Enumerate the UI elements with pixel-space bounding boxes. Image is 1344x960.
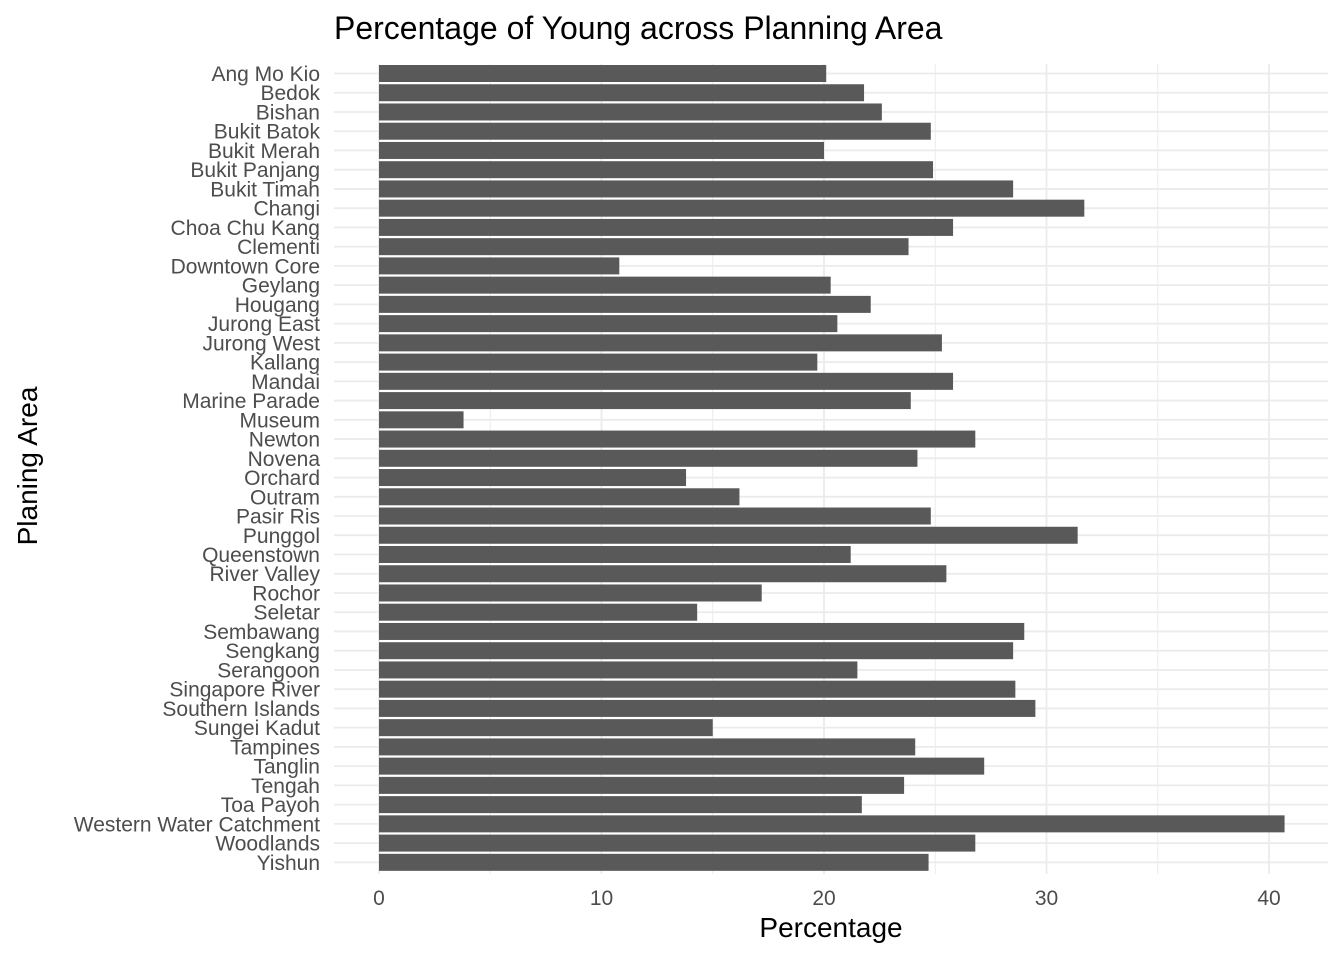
y-tick-label: Bishan (256, 101, 320, 124)
x-tick-label: 30 (1035, 887, 1058, 910)
y-tick-label: Clementi (237, 236, 320, 259)
y-tick-label: Bedok (260, 82, 320, 105)
bar (379, 65, 827, 82)
bar (379, 526, 1078, 544)
bar (379, 776, 905, 794)
y-tick-label: Hougang (235, 294, 320, 317)
y-tick-label: Sengkang (225, 640, 320, 663)
y-tick-label: Tampines (230, 736, 320, 759)
bars (379, 65, 1285, 871)
y-tick-label: Changi (253, 198, 320, 221)
y-tick-label: Newton (249, 429, 320, 452)
y-tick-label: Tengah (251, 775, 320, 798)
y-tick-label: Sembawang (203, 621, 320, 644)
y-tick-label: Singapore River (169, 679, 320, 702)
y-tick-label: Marine Parade (182, 390, 320, 413)
y-tick-label: Punggol (243, 525, 320, 548)
y-tick-label: Sungei Kadut (194, 717, 320, 740)
y-tick-label: Pasir Ris (236, 506, 320, 529)
bar (379, 238, 909, 256)
y-tick-label: Mandai (251, 371, 320, 394)
bar (379, 334, 942, 352)
bar (379, 796, 862, 814)
y-tick-label: Serangoon (217, 659, 320, 682)
y-tick-label: Novena (248, 448, 321, 471)
y-tick-label: Bukit Batok (214, 121, 321, 144)
y-tick-label: Kallang (250, 352, 320, 375)
x-tick-label: 40 (1257, 887, 1280, 910)
bar (379, 430, 976, 448)
bar (379, 469, 687, 487)
chart-title: Percentage of Young across Planning Area (334, 10, 943, 46)
y-tick-label: Western Water Catchment (74, 813, 320, 836)
y-tick-label: Tanglin (253, 756, 320, 779)
y-tick-label: Queenstown (202, 544, 320, 567)
y-tick-label: Yishun (257, 852, 320, 875)
bar (379, 584, 762, 602)
bar (379, 661, 858, 679)
bar (379, 488, 740, 506)
bar (379, 161, 934, 179)
bar (379, 276, 831, 294)
bar (379, 546, 851, 563)
y-tick-label: River Valley (210, 563, 321, 586)
y-tick-label: Toa Payoh (221, 794, 320, 817)
bar (379, 141, 824, 159)
bar (379, 565, 947, 583)
bar (379, 622, 1025, 640)
y-tick-label: Museum (239, 409, 320, 432)
bar (379, 719, 713, 737)
bar (379, 372, 954, 390)
y-tick-label: Ang Mo Kio (211, 63, 320, 86)
bar (379, 642, 1014, 660)
y-tick-label: Jurong West (203, 332, 321, 355)
y-tick-label: Rochor (252, 582, 320, 605)
y-tick-label: Choa Chu Kang (171, 217, 320, 240)
bar (379, 834, 976, 852)
bar (379, 738, 916, 756)
bar (379, 103, 882, 121)
x-axis-label: Percentage (759, 912, 903, 943)
bar (379, 757, 985, 775)
y-tick-label: Downtown Core (171, 255, 320, 278)
y-tick-label: Outram (250, 486, 320, 509)
bar (379, 84, 865, 102)
bar (379, 699, 1036, 717)
bar (379, 199, 1085, 217)
y-tick-label: Bukit Timah (210, 178, 320, 201)
bar (379, 122, 931, 140)
x-tick-labels: 0 10 20 30 40 (373, 887, 1281, 910)
y-tick-label: Bukit Merah (208, 140, 320, 163)
y-tick-label: Geylang (242, 275, 320, 298)
y-tick-label: Jurong East (208, 313, 320, 336)
bar (379, 392, 911, 410)
bar (379, 218, 954, 236)
y-tick-label: Southern Islands (162, 698, 320, 721)
bar (379, 815, 1285, 833)
bar (379, 680, 1016, 698)
y-tick-label: Woodlands (215, 833, 320, 856)
bar (379, 853, 929, 871)
bar (379, 257, 620, 275)
x-tick-label: 10 (590, 887, 613, 910)
bar (379, 315, 838, 333)
y-tick-label: Orchard (244, 467, 320, 490)
y-tick-label: Seletar (253, 602, 320, 625)
x-tick-label: 0 (373, 887, 385, 910)
bar (379, 411, 464, 429)
bar (379, 603, 698, 621)
bar (379, 353, 818, 371)
bar (379, 449, 918, 467)
x-tick-label: 20 (812, 887, 835, 910)
y-axis-label: Planing Area (12, 386, 43, 546)
y-tick-label: Bukit Panjang (190, 159, 320, 182)
bar (379, 295, 871, 313)
bar (379, 180, 1014, 198)
bar (379, 507, 931, 525)
